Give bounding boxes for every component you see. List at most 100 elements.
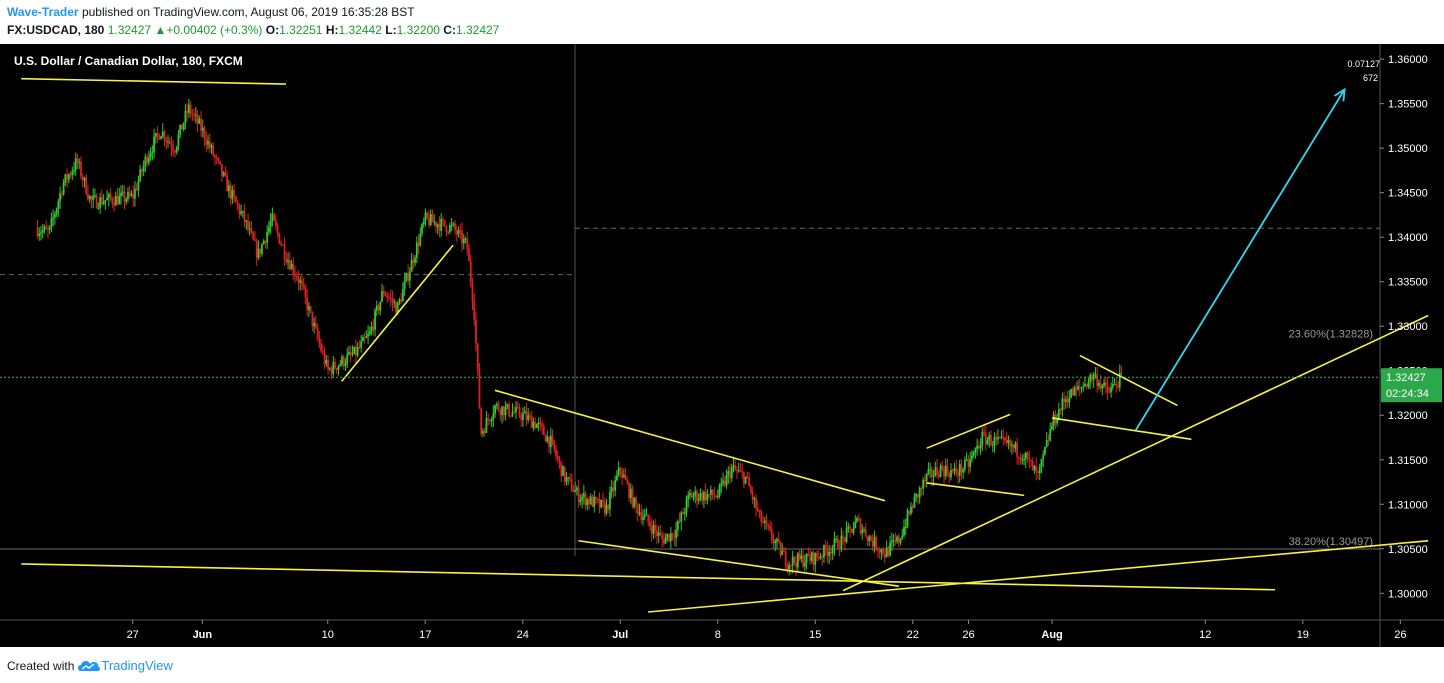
time-tick-label: Jun	[193, 629, 213, 641]
candle-body	[1019, 457, 1022, 461]
trendline	[578, 539, 899, 587]
candle-body	[842, 535, 845, 538]
candle-body	[1101, 385, 1104, 389]
candle-body	[976, 445, 978, 449]
candle-body	[482, 431, 484, 434]
candle-body	[379, 301, 382, 311]
candle-body	[582, 493, 585, 497]
candle-body	[960, 464, 963, 473]
last-price-tag-value: 1.32427	[1386, 372, 1426, 384]
candle-body	[182, 123, 185, 130]
candle-body	[535, 423, 538, 429]
candle-body	[617, 467, 620, 476]
candle-body	[332, 361, 335, 374]
price-chart[interactable]: 23.60%(1.32828)38.20%(1.30497) 1.360001.…	[0, 44, 1444, 647]
author-link[interactable]: Wave-Trader	[7, 5, 79, 19]
candle-body	[304, 287, 307, 297]
candle-body	[428, 217, 430, 226]
candle-body	[964, 459, 966, 470]
candle-body	[45, 226, 48, 229]
candle-body	[575, 487, 578, 491]
candle-body	[824, 545, 827, 551]
candle-body	[751, 491, 754, 500]
candle-body	[993, 436, 996, 445]
candle-body	[198, 118, 201, 124]
candle-body	[692, 495, 695, 498]
candle-body	[254, 239, 256, 241]
candle-body	[327, 360, 329, 370]
candle-body	[682, 512, 684, 515]
candle-body	[1002, 436, 1005, 438]
candle-body	[683, 512, 686, 515]
candle-body	[736, 469, 738, 471]
candle-body	[1026, 452, 1029, 458]
price-axis[interactable]	[1380, 44, 1444, 647]
candle-body	[1042, 454, 1045, 459]
candle-body	[1063, 398, 1065, 402]
candle-body	[348, 351, 350, 355]
candle-body	[344, 363, 347, 366]
candle-body	[233, 190, 236, 197]
candle-body	[147, 157, 150, 163]
candle-body	[823, 545, 825, 558]
candle-body	[76, 158, 79, 163]
candle-body	[215, 157, 218, 159]
candle-body	[920, 488, 923, 490]
candle-body	[918, 488, 921, 498]
candle-body	[725, 475, 728, 486]
candle-body	[796, 553, 799, 568]
candle-body	[248, 228, 251, 230]
candle-body	[563, 466, 566, 482]
candle-body	[205, 139, 208, 145]
candle-body	[763, 520, 766, 523]
candle-body	[280, 243, 282, 245]
candle-body	[488, 420, 491, 422]
candle-body	[997, 437, 999, 440]
candle-body	[995, 436, 998, 440]
candle-body	[62, 182, 65, 195]
candle-body	[1005, 440, 1008, 443]
price-tick-label: 1.34000	[1388, 232, 1428, 244]
candle-body	[295, 275, 298, 279]
candle-body	[934, 467, 937, 476]
candle-body	[664, 537, 667, 544]
candle-body	[102, 202, 105, 205]
candle-body	[896, 536, 898, 542]
candle-body	[807, 553, 810, 557]
candle-body	[718, 485, 721, 497]
plot-area[interactable]	[0, 44, 1380, 647]
candle-body	[668, 534, 671, 542]
price-tick-label: 1.33500	[1388, 277, 1428, 289]
candle-body	[438, 224, 441, 231]
candle-body	[492, 413, 495, 420]
candle-body	[951, 470, 954, 472]
candle-body	[687, 495, 690, 499]
candle-body	[1120, 372, 1123, 374]
candle-body	[1059, 409, 1062, 411]
candle-body	[370, 326, 373, 332]
candle-body	[1091, 375, 1093, 381]
candle-body	[214, 155, 216, 158]
candle-body	[464, 238, 467, 240]
candle-body	[506, 404, 509, 408]
time-tick-label: 26	[1394, 629, 1406, 641]
candle-body	[255, 240, 258, 258]
candle-body	[1012, 444, 1015, 449]
tradingview-brand[interactable]: TradingView	[101, 658, 173, 673]
candle-body	[986, 439, 989, 445]
candle-body	[614, 480, 617, 491]
candle-body	[424, 212, 427, 222]
candle-body	[156, 132, 159, 135]
candle-body	[120, 192, 122, 196]
candle-body	[153, 136, 155, 153]
candle-body	[281, 244, 284, 246]
candle-body	[224, 172, 227, 176]
candle-body	[445, 226, 448, 232]
created-with-text: Created with	[7, 658, 75, 673]
candle-body	[480, 408, 483, 434]
candle-body	[200, 118, 202, 131]
candle-body	[1113, 383, 1116, 385]
candle-body	[227, 185, 230, 192]
candle-body	[38, 233, 41, 237]
candle-body	[953, 468, 956, 472]
